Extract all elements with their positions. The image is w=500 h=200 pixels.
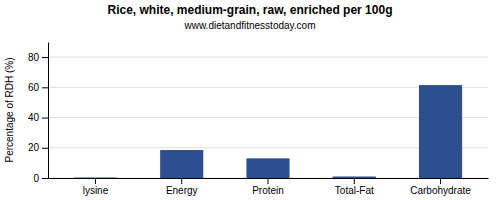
tick-label: 60 [28,82,40,93]
tick-label: Energy [166,185,198,196]
grid [48,57,488,178]
y-axis: 0 20 40 60 80 [28,43,49,184]
tick-label: 80 [28,52,40,63]
bar [160,150,203,178]
bars [74,85,462,178]
y-axis-title: Percentage of RDH (%) [4,57,15,162]
subtitle: www.dietandfitnesstoday.com [184,20,316,31]
tick: 20 [28,142,48,153]
tick: Energy [166,178,198,196]
bar [333,176,376,178]
tick: Carbohydrate [410,178,471,196]
x-axis: lysine Energy Protein Total-Fat Carbohydrate [49,178,489,196]
tick-mark [268,178,269,184]
tick-label: Carbohydrate [410,185,471,196]
tick: Total-Fat [335,178,374,196]
tick-mark [95,178,96,184]
tick-mark [42,57,48,58]
tick-label: Protein [252,185,284,196]
tick-label: 40 [28,112,40,123]
tick: lysine [83,178,109,196]
axis-line [48,43,49,179]
bar [246,158,289,178]
tick-mark [354,178,355,184]
plot: lysine Energy Protein Total-Fat Carbohydrate… [28,43,489,197]
tick: 60 [28,82,48,93]
tick-mark [440,178,441,184]
tick-label: Total-Fat [335,185,374,196]
grid-line [48,57,488,58]
tick-mark [42,148,48,149]
tick-label: lysine [83,185,109,196]
bar [419,85,462,178]
title: Rice, white, medium-grain, raw, enriched… [108,3,393,17]
tick: 80 [28,52,48,63]
tick-label: 20 [28,142,40,153]
tick-mark [42,178,48,179]
tick: 0 [33,173,48,184]
tick-mark [42,118,48,119]
tick: Protein [252,178,284,196]
bar [74,177,117,178]
chart: Rice, white, medium-grain, raw, enriched… [0,0,500,200]
tick: 40 [28,112,48,123]
tick-label: 0 [33,173,39,184]
tick-mark [181,178,182,184]
tick-mark [42,87,48,88]
